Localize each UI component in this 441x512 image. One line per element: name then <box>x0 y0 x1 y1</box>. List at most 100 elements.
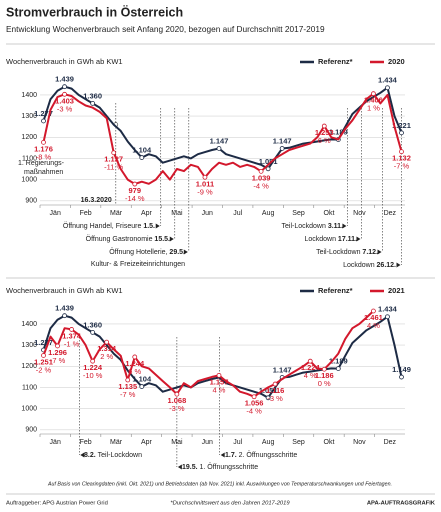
event-text: Öffnung Handel, Friseure <box>63 222 143 230</box>
value-label: 1.277 <box>34 338 53 347</box>
data-point <box>216 146 222 151</box>
change-label: -2 % <box>36 365 52 374</box>
x-tick-label: Jun <box>202 210 213 217</box>
legend-label: Referenz* <box>318 57 353 66</box>
data-point <box>69 327 74 332</box>
value-label: 1.104 <box>132 146 152 155</box>
data-point <box>202 174 208 180</box>
value-label: 1.374 <box>62 331 82 340</box>
y-tick-label: 1200 <box>21 134 37 141</box>
event-arrow <box>377 249 382 255</box>
event-label: Lockdown 26.12. <box>343 262 396 269</box>
y-tick-label: 1000 <box>21 405 37 412</box>
event-arrow <box>183 249 188 255</box>
value-label: 1.189 <box>329 128 348 137</box>
event-label: Öffnung Hotellerie, 29.5. <box>109 248 185 256</box>
y-tick-label: 1400 <box>21 92 37 99</box>
change-label: -3 % <box>169 404 185 413</box>
y-tick-label: 1200 <box>21 363 37 370</box>
x-tick-label: Apr <box>141 210 153 217</box>
event-arrow <box>220 452 225 458</box>
data-point <box>335 366 341 371</box>
event-text: maßnahmen <box>24 169 63 176</box>
legend-label: 2021 <box>388 286 405 295</box>
y-tick-label: 1100 <box>22 155 37 162</box>
data-point <box>55 343 60 349</box>
data-point <box>265 166 271 172</box>
change-label: 4 % <box>367 321 380 330</box>
event-arrow <box>169 236 174 242</box>
value-label: 1.403 <box>55 96 74 105</box>
event-label: Teil-Lockdown 3.11. <box>282 223 344 230</box>
change-label: -7 % <box>50 356 66 365</box>
data-point <box>174 391 180 397</box>
value-label: 1.068 <box>167 396 186 405</box>
change-label: -4 % <box>253 181 269 190</box>
event-arrow <box>177 464 182 470</box>
data-point <box>132 354 138 360</box>
data-point <box>132 181 138 187</box>
change-label: -3 % <box>267 394 283 403</box>
data-point <box>385 85 390 91</box>
value-label: 1.127 <box>104 155 123 164</box>
event-date: 19.5. <box>182 464 200 471</box>
value-label: 979 <box>129 186 142 195</box>
change-label: 6 % <box>128 367 141 376</box>
event-text: 1. Regierungs- <box>18 160 65 167</box>
subtitle: Entwicklung Wochenverbrauch seit Anfang … <box>6 24 325 34</box>
value-label: 1.434 <box>378 76 398 85</box>
y-tick-label: 1300 <box>21 113 37 120</box>
event-date: 16.3.2020 <box>81 197 112 204</box>
change-label: 2 % <box>100 352 113 361</box>
event-text: Kultur- & Freizeiteinrichtungen <box>91 261 185 268</box>
event-date: 15.5. <box>154 236 170 243</box>
value-label: 1.253 <box>315 128 334 137</box>
data-point <box>62 91 67 97</box>
x-tick-label: Jän <box>50 439 61 446</box>
event-arrow <box>155 223 160 229</box>
value-label: 1.104 <box>132 375 152 384</box>
data-point <box>371 91 376 97</box>
x-tick-label: Feb <box>80 439 92 446</box>
data-point <box>399 374 404 380</box>
change-label: -7 % <box>120 390 136 399</box>
event-text: Öffnung Gastronomie <box>86 235 155 243</box>
data-point <box>104 339 110 345</box>
value-label: 1.461 <box>364 313 383 322</box>
x-tick-label: Aug <box>262 210 275 217</box>
x-tick-label: Mär <box>110 210 123 217</box>
value-label: 1.360 <box>83 91 102 100</box>
data-point <box>279 146 285 151</box>
data-point <box>125 377 131 383</box>
series-line <box>42 314 403 399</box>
change-label: -10 % <box>83 371 103 380</box>
legend-label: 2020 <box>388 57 405 66</box>
data-point <box>399 149 404 155</box>
event-text: Teil-Lockdown <box>98 452 142 459</box>
event-date: 1.5. <box>143 223 155 230</box>
change-label: 1 % <box>367 104 380 113</box>
value-label: 1.135 <box>118 382 137 391</box>
event-date: 29.5. <box>169 249 185 256</box>
event-date: 1.7. <box>225 452 239 459</box>
change-label: -9 % <box>197 187 213 196</box>
event-label: 1.7. 2. Öffnungsschritte <box>225 451 297 459</box>
x-tick-label: Jän <box>50 210 61 217</box>
x-tick-label: Jul <box>233 210 242 217</box>
y-tick-label: 900 <box>25 427 37 434</box>
change-label: -3 % <box>57 104 73 113</box>
event-label: Lockdown 17.11. <box>304 236 357 243</box>
data-point <box>216 372 222 378</box>
data-point <box>62 84 67 90</box>
data-point <box>41 118 46 124</box>
value-label: 1.116 <box>266 386 284 395</box>
data-point <box>265 395 271 401</box>
x-tick-label: Dez <box>384 210 397 217</box>
value-label: 1.224 <box>301 363 321 372</box>
value-label: 1.277 <box>34 109 53 118</box>
change-label: -14 % <box>125 194 145 203</box>
value-label: 1.360 <box>83 320 102 329</box>
data-point <box>258 168 264 174</box>
value-label: 1.439 <box>55 304 74 313</box>
